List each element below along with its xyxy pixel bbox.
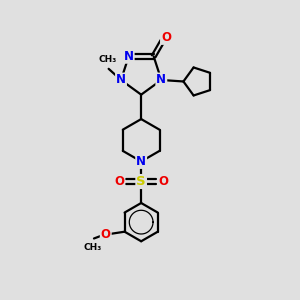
Text: O: O xyxy=(101,228,111,241)
Text: O: O xyxy=(114,175,124,188)
Text: N: N xyxy=(136,155,146,168)
Text: CH₃: CH₃ xyxy=(83,243,102,252)
Text: S: S xyxy=(136,175,146,188)
Text: O: O xyxy=(158,175,168,188)
Text: N: N xyxy=(116,74,126,86)
Text: N: N xyxy=(124,50,134,63)
Text: N: N xyxy=(156,74,166,86)
Text: O: O xyxy=(161,31,171,44)
Text: CH₃: CH₃ xyxy=(98,55,116,64)
